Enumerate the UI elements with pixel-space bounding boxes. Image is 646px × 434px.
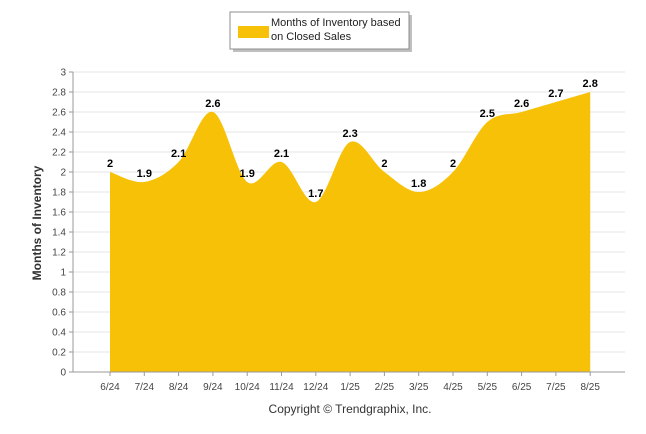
data-label: 1.9 bbox=[240, 168, 255, 180]
x-axis-ticks: 6/24 7/24 8/24 9/24 10/24 11/24 12/24 1/25 2/25 3… bbox=[100, 372, 600, 393]
y-tick-label: 0 bbox=[60, 368, 66, 379]
x-tick-label: 2/25 bbox=[375, 382, 395, 393]
x-tick-label: 12/24 bbox=[303, 382, 328, 393]
y-tick-label: 1 bbox=[60, 268, 66, 279]
data-label: 2.7 bbox=[548, 88, 563, 100]
data-label: 2.6 bbox=[514, 98, 529, 110]
data-label: 2 bbox=[450, 158, 456, 170]
x-tick-label: 3/25 bbox=[409, 382, 429, 393]
data-label: 1.9 bbox=[137, 168, 152, 180]
x-tick-label: 7/25 bbox=[546, 382, 566, 393]
y-tick-label: 1.6 bbox=[52, 208, 66, 219]
x-tick-label: 4/25 bbox=[443, 382, 463, 393]
x-tick-label: 9/24 bbox=[203, 382, 223, 393]
x-tick-label: 1/25 bbox=[340, 382, 360, 393]
x-tick-label: 8/24 bbox=[169, 382, 189, 393]
x-tick-label: 8/25 bbox=[580, 382, 600, 393]
data-label: 2.1 bbox=[171, 148, 186, 160]
y-tick-label: 2.8 bbox=[52, 88, 66, 99]
legend: Months of Inventory based on Closed Sale… bbox=[229, 11, 412, 52]
data-label: 2.1 bbox=[274, 148, 289, 160]
y-tick-label: 1.2 bbox=[52, 248, 66, 259]
y-tick-label: 2 bbox=[60, 168, 66, 179]
y-axis-label: Months of Inventory bbox=[30, 165, 44, 280]
y-tick-label: 0.4 bbox=[52, 328, 66, 339]
x-tick-label: 7/24 bbox=[135, 382, 155, 393]
x-tick-label: 10/24 bbox=[235, 382, 260, 393]
legend-text-line-1: Months of Inventory based bbox=[271, 17, 401, 29]
legend-text-line-2: on Closed Sales bbox=[271, 31, 352, 43]
y-tick-label: 0.6 bbox=[52, 308, 66, 319]
legend-swatch bbox=[238, 26, 269, 38]
y-tick-label: 1.4 bbox=[52, 228, 66, 239]
data-label: 2.8 bbox=[583, 78, 598, 90]
copyright-footer: Copyright © Trendgraphix, Inc. bbox=[269, 402, 432, 416]
data-label: 2.5 bbox=[480, 108, 495, 120]
data-label: 2.3 bbox=[342, 128, 357, 140]
data-label: 1.8 bbox=[411, 178, 426, 190]
y-tick-label: 0.8 bbox=[52, 288, 66, 299]
y-tick-label: 2.4 bbox=[52, 128, 66, 139]
data-labels: 2 1.9 2.1 2.6 1.9 2.1 1.7 2.3 2 1.8 2 2.5 2.6 2.7 2.8 bbox=[107, 78, 598, 200]
x-tick-label: 6/25 bbox=[512, 382, 532, 393]
y-tick-label: 0.2 bbox=[52, 348, 66, 359]
y-tick-label: 2.6 bbox=[52, 108, 66, 119]
y-tick-label: 1.8 bbox=[52, 188, 66, 199]
x-tick-label: 5/25 bbox=[478, 382, 498, 393]
x-tick-label: 11/24 bbox=[269, 382, 294, 393]
data-label: 2 bbox=[107, 158, 113, 170]
x-tick-label: 6/24 bbox=[100, 382, 120, 393]
area-series bbox=[110, 92, 591, 372]
y-tick-label: 3 bbox=[60, 68, 66, 79]
data-label: 2 bbox=[381, 158, 387, 170]
data-label: 2.6 bbox=[205, 98, 220, 110]
data-label: 1.7 bbox=[308, 188, 323, 200]
y-tick-label: 2.2 bbox=[52, 148, 66, 159]
y-axis-ticks: 0 0.2 0.4 0.6 0.8 1 1.2 1.4 1.6 1.8 2 2.2 2.4 2.6 2.8 3 bbox=[52, 68, 73, 379]
